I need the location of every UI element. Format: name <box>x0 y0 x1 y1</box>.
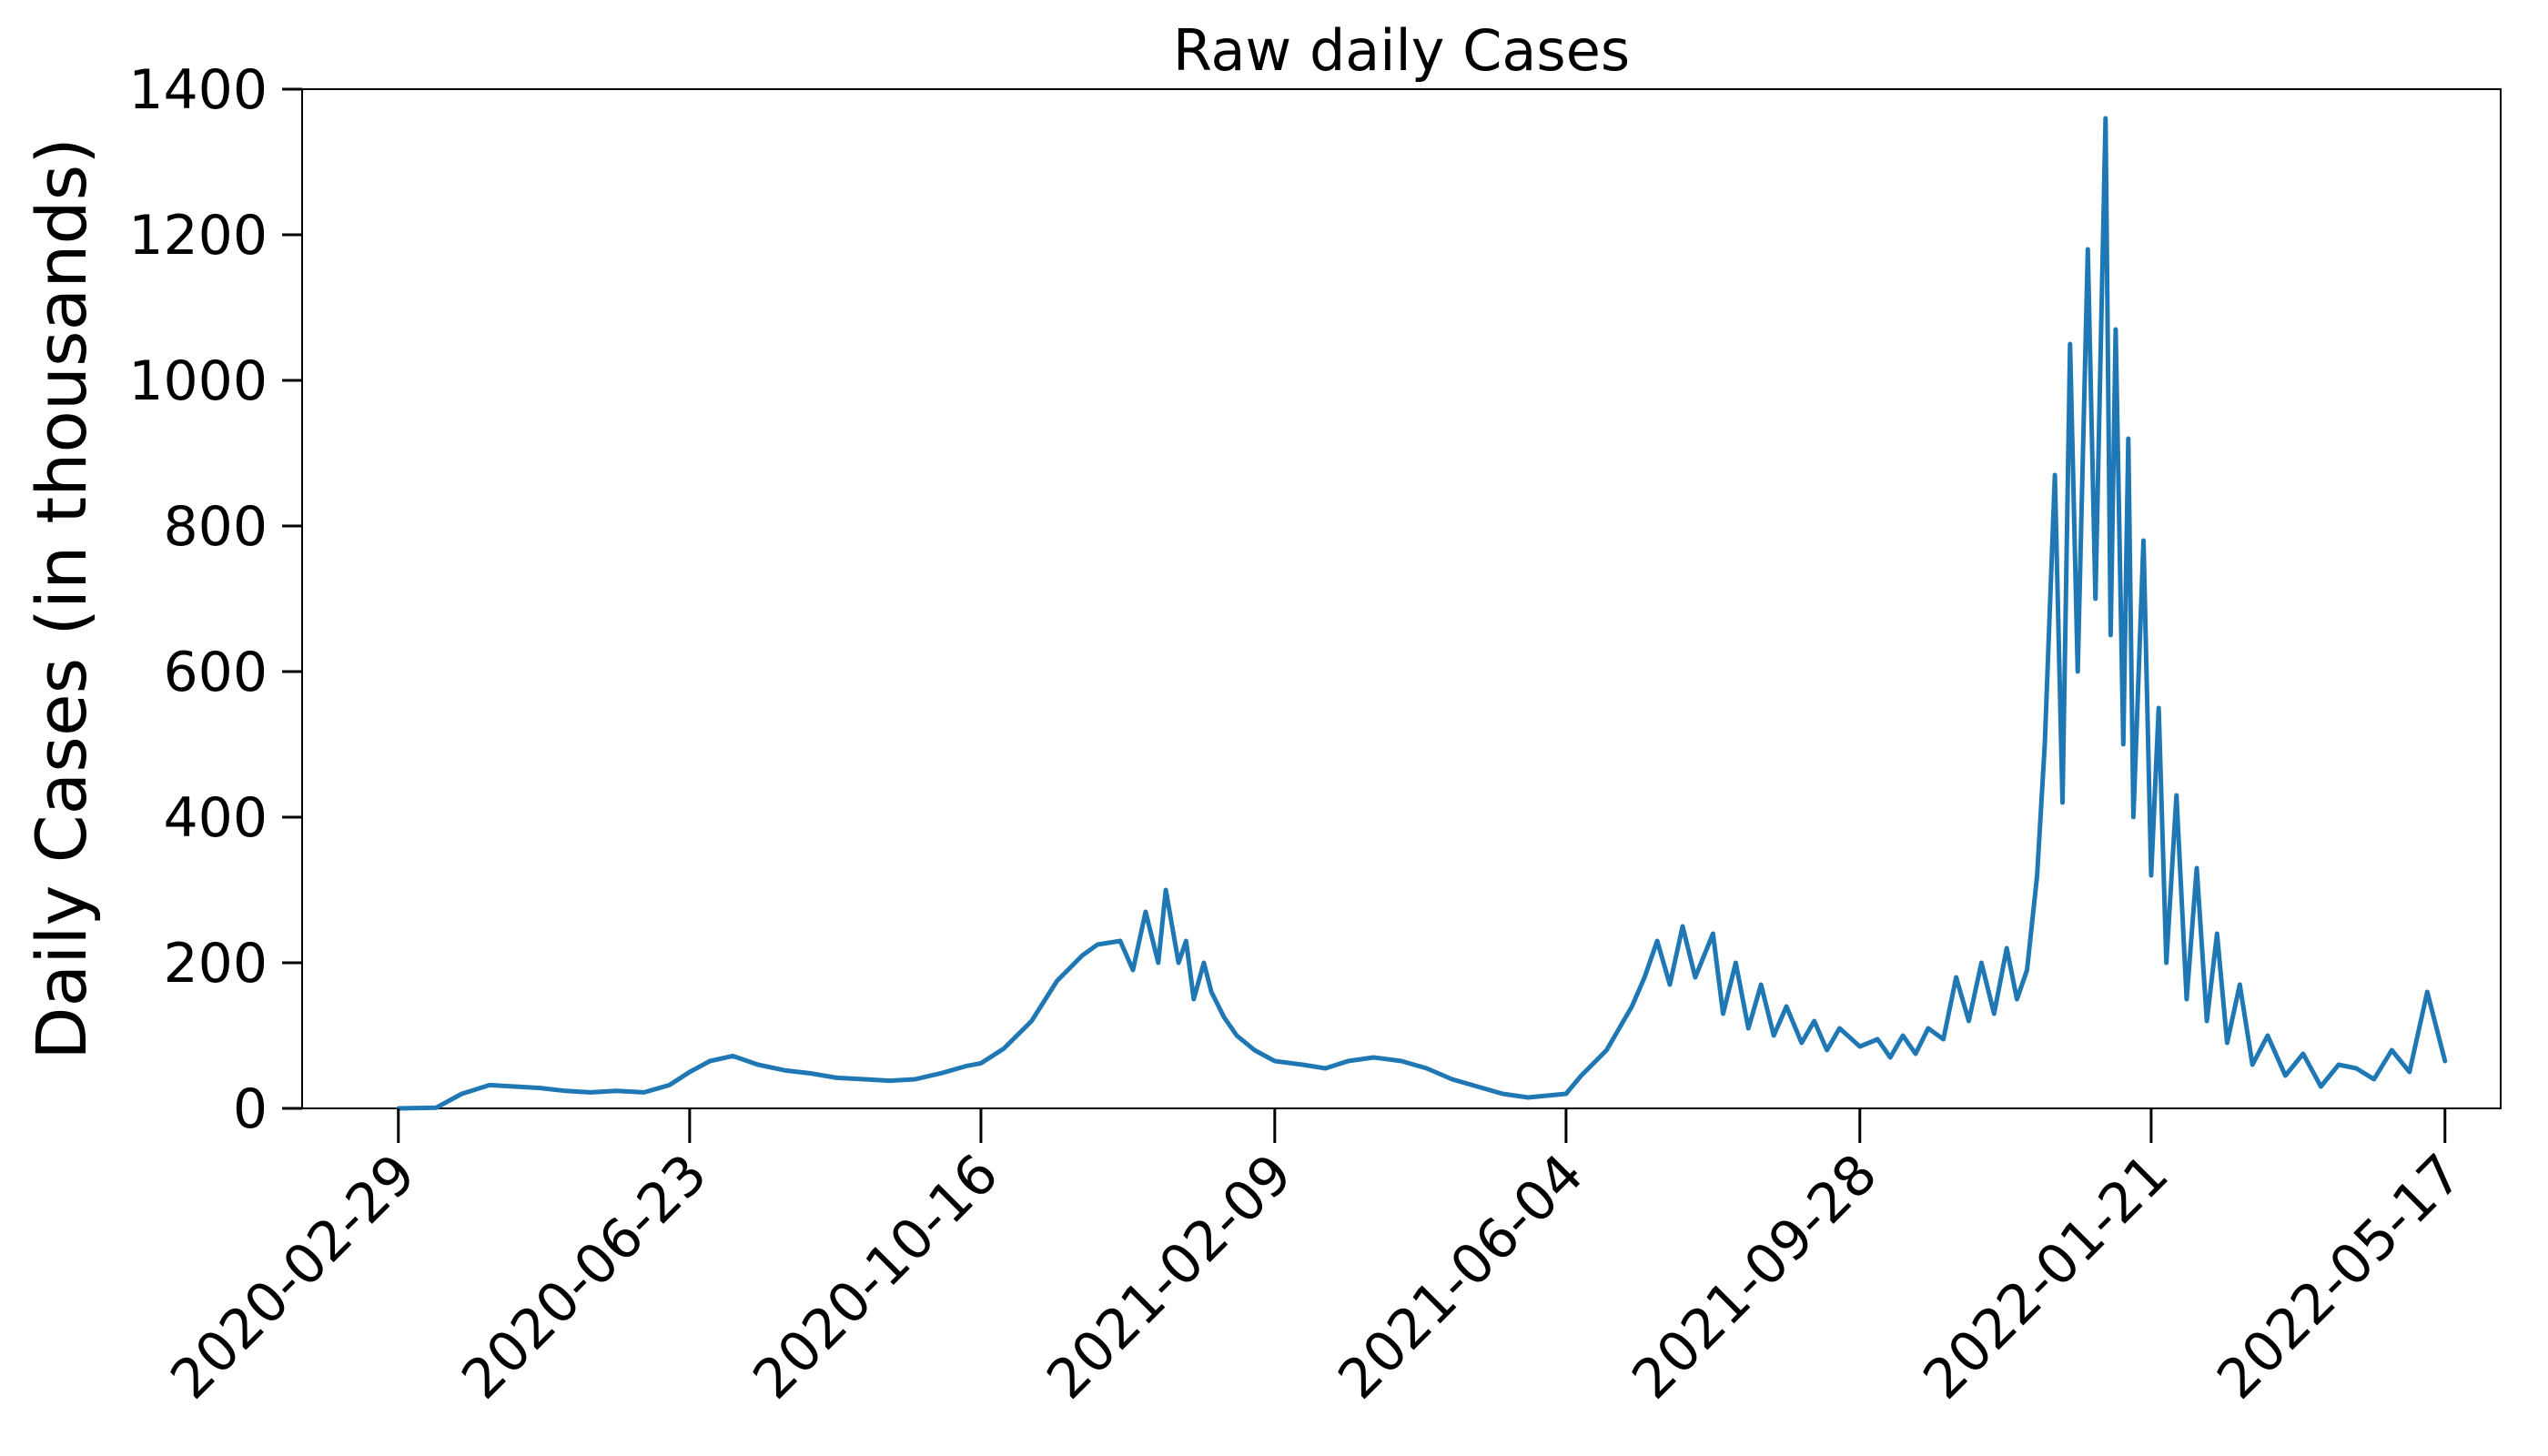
y-tick-label: 400 <box>163 786 268 850</box>
x-tick-label: 2021-09-28 <box>1620 1142 1889 1411</box>
x-tick-label: 2020-10-16 <box>741 1142 1010 1411</box>
y-tick-label: 1400 <box>128 58 268 122</box>
y-tick-label: 200 <box>163 932 268 996</box>
x-tick-label: 2021-06-04 <box>1326 1142 1595 1411</box>
y-tick-label: 600 <box>163 641 268 704</box>
x-tick-label: 2022-05-17 <box>2205 1142 2474 1411</box>
x-tick-label: 2020-02-29 <box>158 1142 428 1411</box>
y-tick-label: 1200 <box>128 204 268 268</box>
series-line <box>396 116 2448 1111</box>
x-tick-label: 2022-01-21 <box>1911 1142 2180 1411</box>
chart-title: Raw daily Cases <box>1173 17 1630 84</box>
y-axis-label: Daily Cases (in thousands) <box>21 137 102 1060</box>
x-axis: 2020-02-29 2020-06-23 2020-10-16 2021-02-09… <box>158 1108 2474 1411</box>
y-tick-label: 1000 <box>128 349 268 413</box>
x-tick-label: 2021-02-09 <box>1035 1142 1304 1411</box>
plot-area <box>301 88 2502 1111</box>
x-tick-label: 2020-06-23 <box>450 1142 719 1411</box>
y-axis: 0 200 400 600 800 1000 1200 1400 <box>128 58 302 1141</box>
y-tick-label: 0 <box>233 1077 268 1141</box>
y-tick-label: 800 <box>163 495 268 559</box>
plot-frame <box>301 88 2502 1109</box>
